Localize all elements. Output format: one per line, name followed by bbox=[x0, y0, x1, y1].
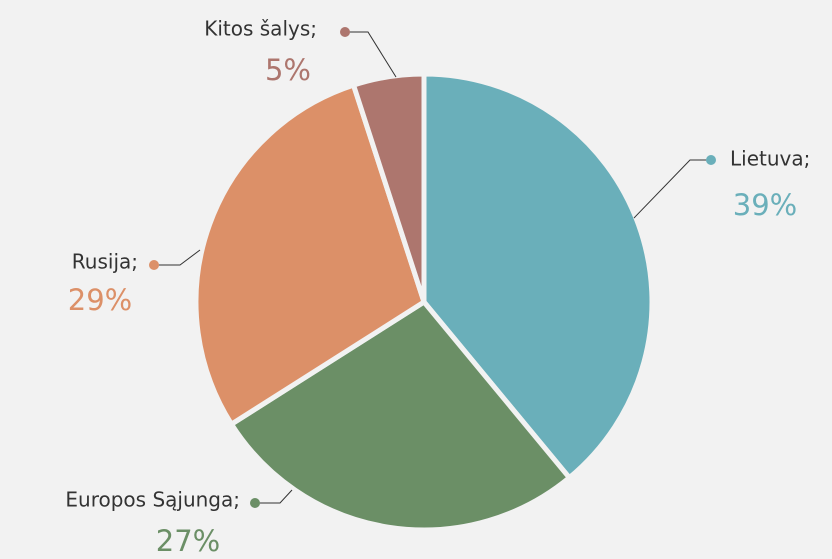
legend-dot bbox=[149, 260, 159, 270]
pie-slice bbox=[193, 82, 427, 428]
leader-line bbox=[154, 249, 201, 266]
value-label: 27% bbox=[156, 524, 220, 558]
value-label: 29% bbox=[68, 283, 132, 317]
leader-line bbox=[633, 159, 711, 219]
value-label: 5% bbox=[265, 53, 311, 87]
pie-slice bbox=[421, 71, 655, 482]
legend-dot bbox=[706, 155, 716, 165]
leader-line bbox=[255, 489, 293, 504]
category-label: Rusija; bbox=[72, 250, 138, 274]
pie-slice bbox=[228, 298, 573, 533]
category-label: Lietuva; bbox=[730, 147, 810, 171]
leader-line bbox=[345, 31, 397, 78]
category-label: Kitos šalys; bbox=[204, 17, 317, 41]
category-label: Europos Sąjunga; bbox=[65, 488, 240, 512]
legend-dot bbox=[340, 27, 350, 37]
value-label: 39% bbox=[733, 188, 797, 222]
legend-dot bbox=[250, 498, 260, 508]
pie-slice bbox=[350, 71, 427, 303]
